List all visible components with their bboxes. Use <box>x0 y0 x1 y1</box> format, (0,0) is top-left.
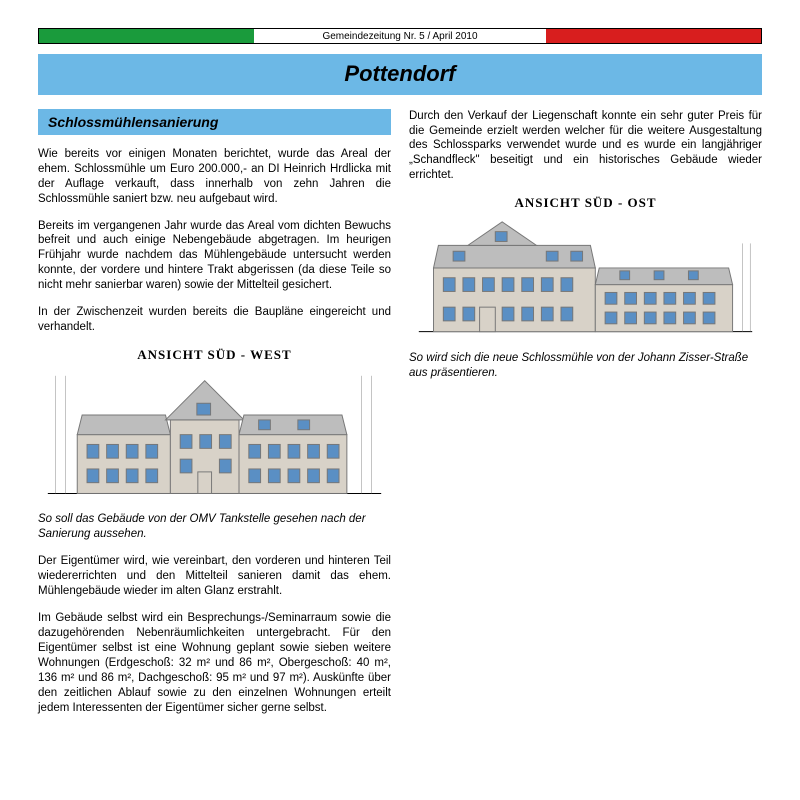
section-heading: Schlossmühlensanierung <box>38 109 391 135</box>
page-title: Pottendorf <box>38 54 762 95</box>
content-columns: Schlossmühlensanierung Wie bereits vor e… <box>38 109 762 728</box>
flag-red <box>546 29 761 43</box>
left-p1: Wie bereits vor einigen Monaten berichte… <box>38 147 391 207</box>
right-column: Durch den Verkauf der Liegenschaft konnt… <box>409 109 762 728</box>
left-p2: Bereits im vergangenen Jahr wurde das Ar… <box>38 219 391 294</box>
drawing-sw-caption: So soll das Gebäude von der OMV Tankstel… <box>38 512 391 542</box>
left-column: Schlossmühlensanierung Wie bereits vor e… <box>38 109 391 728</box>
elevation-drawing-so <box>409 214 762 341</box>
left-p4: Der Eigentümer wird, wie vereinbart, den… <box>38 554 391 599</box>
drawing-so-title: ANSICHT SÜD - OST <box>409 195 762 212</box>
left-p5: Im Gebäude selbst wird ein Besprechungs-… <box>38 611 391 716</box>
elevation-drawing-sw <box>38 366 391 503</box>
issue-label: Gemeindezeitung Nr. 5 / April 2010 <box>254 29 546 43</box>
flag-green <box>39 29 254 43</box>
header-flag-bar: Gemeindezeitung Nr. 5 / April 2010 <box>38 28 762 44</box>
drawing-so-caption: So wird sich die neue Schlossmühle von d… <box>409 351 762 381</box>
drawing-sw-title: ANSICHT SÜD - WEST <box>38 347 391 364</box>
right-p1: Durch den Verkauf der Liegenschaft konnt… <box>409 109 762 184</box>
left-p3: In der Zwischenzeit wurden bereits die B… <box>38 305 391 335</box>
